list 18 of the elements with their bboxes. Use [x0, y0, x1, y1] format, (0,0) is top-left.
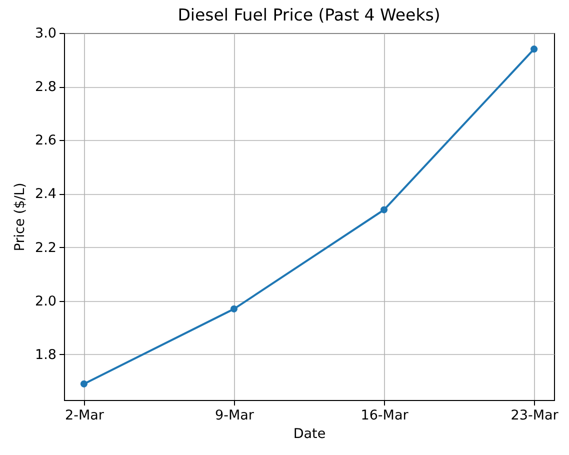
y-tick-label: 2.2 — [35, 240, 56, 256]
x-tick-label: 23-Mar — [510, 408, 559, 424]
y-tick-label: 2.0 — [35, 293, 56, 310]
y-axis-title: Price ($/L) — [12, 182, 28, 252]
point — [80, 380, 88, 388]
x-tick-label: 9-Mar — [215, 408, 254, 424]
point — [530, 46, 538, 53]
point — [380, 206, 388, 214]
point — [230, 305, 238, 312]
y-tick-label: 3.0 — [35, 26, 56, 42]
y-tick-label: 2.6 — [35, 132, 56, 149]
y-tick-label: 2.8 — [35, 79, 56, 96]
x-tick-label: 2-Mar — [64, 408, 104, 424]
chart-title: Diesel Fuel Price (Past 4 Weeks) — [178, 6, 440, 24]
y-tick-label: 1.8 — [35, 346, 56, 363]
x-axis-title: Date — [293, 426, 326, 442]
x-tick-label: 16-Mar — [360, 408, 409, 424]
y-tick-label: 2.4 — [35, 186, 56, 202]
